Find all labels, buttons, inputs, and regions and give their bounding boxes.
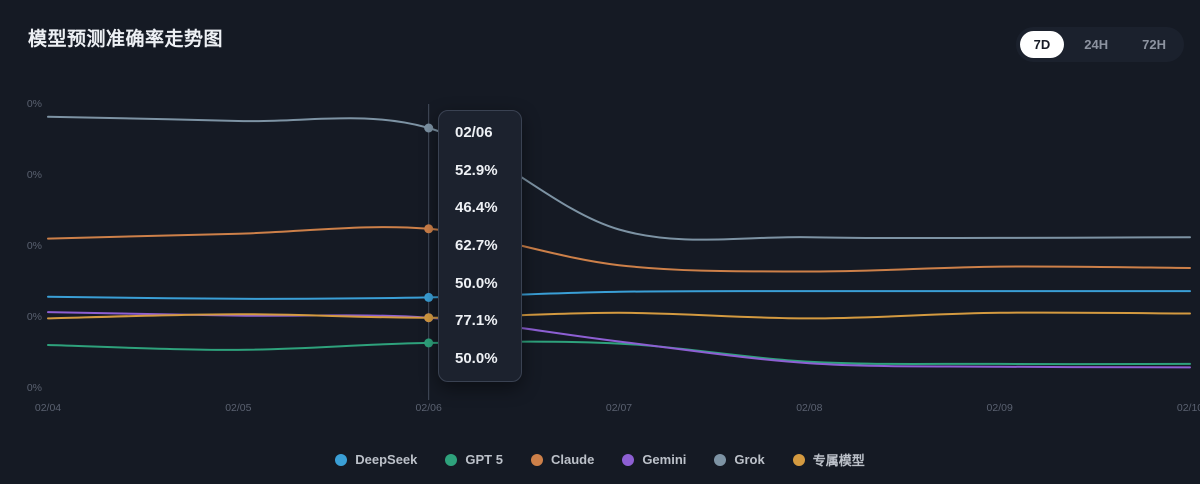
legend-label: Claude (550, 452, 595, 467)
y-axis-label: 0% (26, 311, 42, 323)
range-button-7d[interactable]: 7D (1019, 31, 1065, 58)
legend-item-gemini[interactable]: Gemini (622, 452, 686, 467)
data-point-dot-grok (424, 123, 434, 133)
legend-dot-icon (445, 453, 458, 466)
legend-item-deepseek[interactable]: DeepSeek (335, 452, 417, 467)
series-line-deepseek (47, 290, 1191, 300)
range-button-72h[interactable]: 72H (1128, 31, 1180, 58)
tooltip-value: 50.0% (455, 274, 498, 292)
tooltip-value: 46.4% (455, 199, 498, 217)
legend-item-grok[interactable]: Grok (714, 452, 765, 467)
tooltip-date: 02/06 (455, 124, 493, 141)
data-point-dot-claude (424, 224, 434, 234)
x-axis-label: 02/05 (225, 402, 252, 414)
legend-label: 专属模型 (812, 453, 865, 468)
time-range-selector: 7D 24H 72H (1015, 27, 1184, 62)
series-line-gemini (47, 311, 1191, 369)
y-axis-label: 0% (26, 240, 42, 252)
legend-dot-icon (530, 453, 543, 466)
tooltip-value: 50.0% (455, 349, 498, 367)
x-axis-label: 02/09 (986, 402, 1013, 414)
series-line-专属模型 (47, 311, 1191, 320)
legend-item-gpt-5[interactable]: GPT 5 (445, 452, 503, 467)
series-line-gpt-5 (47, 340, 1191, 366)
y-axis-label: 0% (26, 169, 42, 181)
y-axis-label: 0% (26, 98, 42, 110)
legend-label: Grok (734, 452, 765, 467)
x-axis-label: 02/06 (415, 402, 442, 414)
legend-label: GPT 5 (465, 452, 503, 467)
page-title: 模型预测准确率走势图 (28, 29, 224, 50)
tooltip-value: 52.9% (455, 161, 498, 179)
tooltip-value: 77.1% (455, 312, 498, 330)
data-point-dot-deepseek (424, 292, 434, 302)
tooltip-value: 62.7% (455, 236, 498, 254)
legend-dot-icon (335, 453, 348, 466)
y-axis-label: 0% (26, 382, 42, 394)
x-axis-label: 02/07 (605, 402, 633, 414)
chart-tooltip: 02/06 52.9% 46.4% 62.7% 50.0% 77.1% 50.0% (438, 110, 522, 382)
series-line-grok (47, 115, 1191, 241)
series-line-claude (47, 226, 1191, 273)
x-axis-label: 02/08 (796, 402, 823, 414)
data-point-dot-gpt-5 (424, 338, 434, 348)
legend-dot-icon (622, 453, 635, 466)
legend-label: DeepSeek (355, 452, 418, 467)
range-button-24h[interactable]: 24H (1070, 31, 1122, 58)
legend-dot-icon (792, 453, 805, 466)
data-point-dot-专属模型 (424, 313, 434, 323)
x-axis-label: 02/04 (34, 402, 62, 414)
legend: DeepSeek GPT 5 Claude Gemini Grok 专属模型 (0, 450, 1200, 469)
legend-dot-icon (714, 453, 727, 466)
legend-item-claude[interactable]: Claude (530, 452, 595, 467)
legend-item-专属模型[interactable]: 专属模型 (792, 450, 865, 469)
x-axis-label: 02/10 (1176, 402, 1200, 414)
legend-label: Gemini (642, 452, 687, 467)
